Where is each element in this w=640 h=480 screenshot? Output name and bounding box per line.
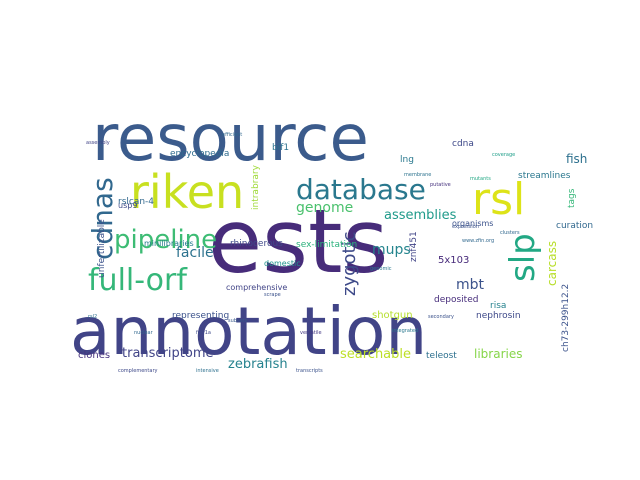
word-mups: mups [372,242,411,258]
word-risa: risa [490,301,506,311]
word-intensive: intensive [196,368,219,374]
word-assembly: assembly [86,140,110,146]
word-comprehensive: comprehensive [226,283,287,292]
word-transcriptome: transcriptome [122,346,214,361]
word-minilibraries: minilibraries [144,239,194,248]
word-coverage: coverage [492,152,515,158]
word-teleost: teleost [426,351,457,361]
word-assemblies: assemblies [384,208,457,223]
word-searchable: searchable [340,347,411,362]
word-putative: putative [430,182,451,188]
word-ch73-299h12-2: ch73-299h12.2 [561,284,571,352]
word-rsl2: rsl2 [88,314,97,320]
word-transcripts: transcripts [296,368,323,374]
word-carcass: carcass [545,241,559,286]
word-annotation: annotation [70,293,427,370]
word-zygotic: zygotic [339,232,360,297]
word-nephrosin: nephrosin [476,311,521,321]
word-integrated: integrated [392,328,418,334]
word-complementary: complementary [118,368,158,374]
word-deposited: deposited [434,295,478,305]
word-database: database [296,173,426,206]
word-organisms: organisms [452,219,493,228]
word-rslcan-4: rslcan-4 [118,197,154,207]
word-mutants: mutants [470,176,491,182]
word-clusters: clusters [500,230,520,236]
word-fish: fish [566,152,587,166]
word-cdnas: cdnas [86,177,119,260]
word-tags: tags [567,188,577,208]
word-resource: resource [92,102,369,176]
word-genome: genome [296,200,353,216]
word-curation: curation [556,221,593,231]
word-www-zfin-org: www.zfin.org [462,238,494,244]
word-encyclopedia: encyclopedia [170,149,229,159]
word-membrane: membrane [404,172,431,178]
word-bif1: bif1 [272,143,289,153]
word-secondary: secondary [428,314,454,320]
word-usp9: usp9 [118,201,137,210]
word-scrape: scrape [264,292,281,298]
word-znf451: znf451 [409,231,419,262]
word-intrabrary: intrabrary [251,164,261,210]
word-clones: clones [78,350,110,361]
word-expression: expression [452,224,479,230]
word-5x103: 5x103 [438,255,469,266]
word-streamlines: streamlines [518,171,571,181]
word-full-orf: full-orf [88,263,188,298]
word-fgfr1a: fgfr1a [196,330,211,336]
word-genomic: genomic [370,266,392,272]
word-rsl: rsl [472,174,525,225]
word-facile: facile [176,245,214,261]
word-sex-limitation: sex-limitation [296,240,357,250]
word-pipeline: pipeline [114,225,217,255]
word-lng: lng [400,155,414,165]
word-unfertilizable: unfertilizable [97,219,107,278]
word-cdna: cdna [452,139,474,149]
word-subsets: subsets [228,318,248,324]
word-efficient: efficient [222,132,242,138]
word-shotgun: shotgun [372,310,413,321]
word-zebrafish: zebrafish [228,357,288,372]
word-domestic: domestic [264,259,301,268]
word-versatile: versatile [300,330,322,336]
word-mbt: mbt [456,277,485,293]
word-libraries: libraries [474,347,522,361]
word-riken: riken [130,165,244,219]
word-ests: ests [208,190,388,293]
word-nuclear: nuclear [134,330,154,336]
word-slp: slp [503,233,543,282]
word-representing: representing [172,311,229,321]
word-rhinocerous: rhinocerous [230,239,283,249]
